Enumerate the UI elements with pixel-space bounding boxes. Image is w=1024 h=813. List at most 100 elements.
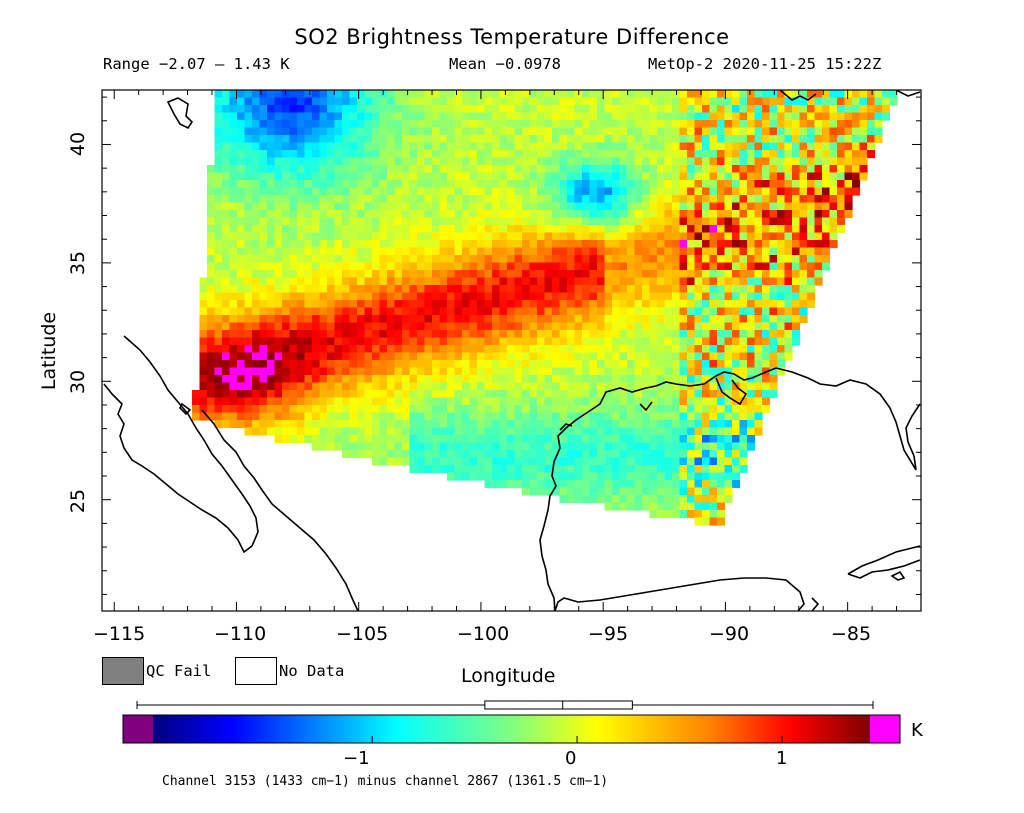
swath-pixel	[747, 442, 756, 451]
plot-frame	[101, 89, 922, 612]
swath-pixel	[372, 390, 381, 399]
swath-pixel	[732, 405, 741, 414]
swath-pixel	[199, 315, 208, 324]
swath-pixel	[499, 90, 508, 99]
swath-pixel	[679, 345, 688, 354]
swath-pixel	[357, 390, 366, 399]
swath-pixel	[679, 435, 688, 444]
swath-pixel	[664, 502, 673, 511]
swath-pixel	[627, 247, 636, 256]
swath-pixel	[357, 322, 366, 331]
swath-pixel	[319, 165, 328, 174]
swath-pixel	[492, 435, 501, 444]
swath-pixel	[439, 180, 448, 189]
swath-pixel	[567, 457, 576, 466]
swath-pixel	[634, 187, 643, 196]
swath-pixel	[364, 165, 373, 174]
swath-pixel	[274, 412, 283, 421]
swath-pixel	[522, 465, 531, 474]
swath-pixel	[357, 345, 366, 354]
swath-pixel	[484, 135, 493, 144]
swath-pixel	[589, 195, 598, 204]
swath-pixel	[259, 240, 268, 249]
swath-pixel	[709, 487, 718, 496]
swath-pixel	[492, 420, 501, 429]
swath-pixel	[567, 427, 576, 436]
swath-pixel	[792, 120, 801, 129]
swath-pixel	[304, 142, 313, 151]
colorbar-under	[123, 715, 153, 743]
swath-pixel	[867, 97, 876, 106]
swath-pixel	[574, 195, 583, 204]
swath-pixel	[649, 165, 658, 174]
swath-pixel	[694, 427, 703, 436]
swath-pixel	[657, 405, 666, 414]
swath-pixel	[769, 390, 778, 399]
swath-pixel	[612, 495, 621, 504]
swath-pixel	[589, 315, 598, 324]
swath-pixel	[447, 157, 456, 166]
swath-pixel	[822, 217, 831, 226]
swath-pixel	[747, 285, 756, 294]
swath-pixel	[259, 270, 268, 279]
swath-pixel	[792, 307, 801, 316]
swath-pixel	[672, 345, 681, 354]
swath-pixel	[717, 240, 726, 249]
swath-pixel	[597, 420, 606, 429]
swath-pixel	[777, 352, 786, 361]
swath-pixel	[259, 405, 268, 414]
swath-pixel	[574, 427, 583, 436]
swath-pixel	[747, 165, 756, 174]
swath-pixel	[634, 240, 643, 249]
swath-pixel	[499, 315, 508, 324]
swath-pixel	[199, 322, 208, 331]
swath-pixel	[499, 270, 508, 279]
swath-pixel	[469, 360, 478, 369]
swath-pixel	[522, 480, 531, 489]
swath-pixel	[379, 307, 388, 316]
swath-pixel	[304, 127, 313, 136]
swath-pixel	[334, 135, 343, 144]
swath-pixel	[334, 255, 343, 264]
swath-pixel	[334, 330, 343, 339]
swath-pixel	[657, 427, 666, 436]
swath-pixel	[732, 352, 741, 361]
swath-pixel	[409, 247, 418, 256]
swath-pixel	[649, 435, 658, 444]
swath-pixel	[319, 120, 328, 129]
swath-pixel	[717, 195, 726, 204]
swath-pixel	[349, 150, 358, 159]
swath-pixel	[537, 262, 546, 271]
swath-pixel	[514, 450, 523, 459]
swath-pixel	[777, 225, 786, 234]
swath-pixel	[612, 105, 621, 114]
swath-pixel	[739, 112, 748, 121]
swath-pixel	[582, 330, 591, 339]
swath-pixel	[664, 195, 673, 204]
swath-pixel	[702, 165, 711, 174]
swath-pixel	[769, 315, 778, 324]
swath-pixel	[739, 270, 748, 279]
swath-pixel	[544, 142, 553, 151]
swath-pixel	[612, 225, 621, 234]
swath-pixel	[672, 165, 681, 174]
swath-pixel	[289, 142, 298, 151]
swath-pixel	[529, 210, 538, 219]
swath-pixel	[492, 217, 501, 226]
swath-pixel	[724, 457, 733, 466]
swath-pixel	[229, 112, 238, 121]
swath-pixel	[454, 337, 463, 346]
swath-pixel	[702, 352, 711, 361]
swath-pixel	[537, 180, 546, 189]
swath-pixel	[514, 382, 523, 391]
swath-pixel	[664, 172, 673, 181]
swath-pixel	[237, 382, 246, 391]
swath-pixel	[304, 352, 313, 361]
swath-pixel	[627, 135, 636, 144]
swath-pixel	[777, 262, 786, 271]
swath-pixel	[664, 187, 673, 196]
swath-pixel	[237, 232, 246, 241]
swath-pixel	[642, 180, 651, 189]
swath-pixel	[612, 397, 621, 406]
swath-pixel	[274, 127, 283, 136]
